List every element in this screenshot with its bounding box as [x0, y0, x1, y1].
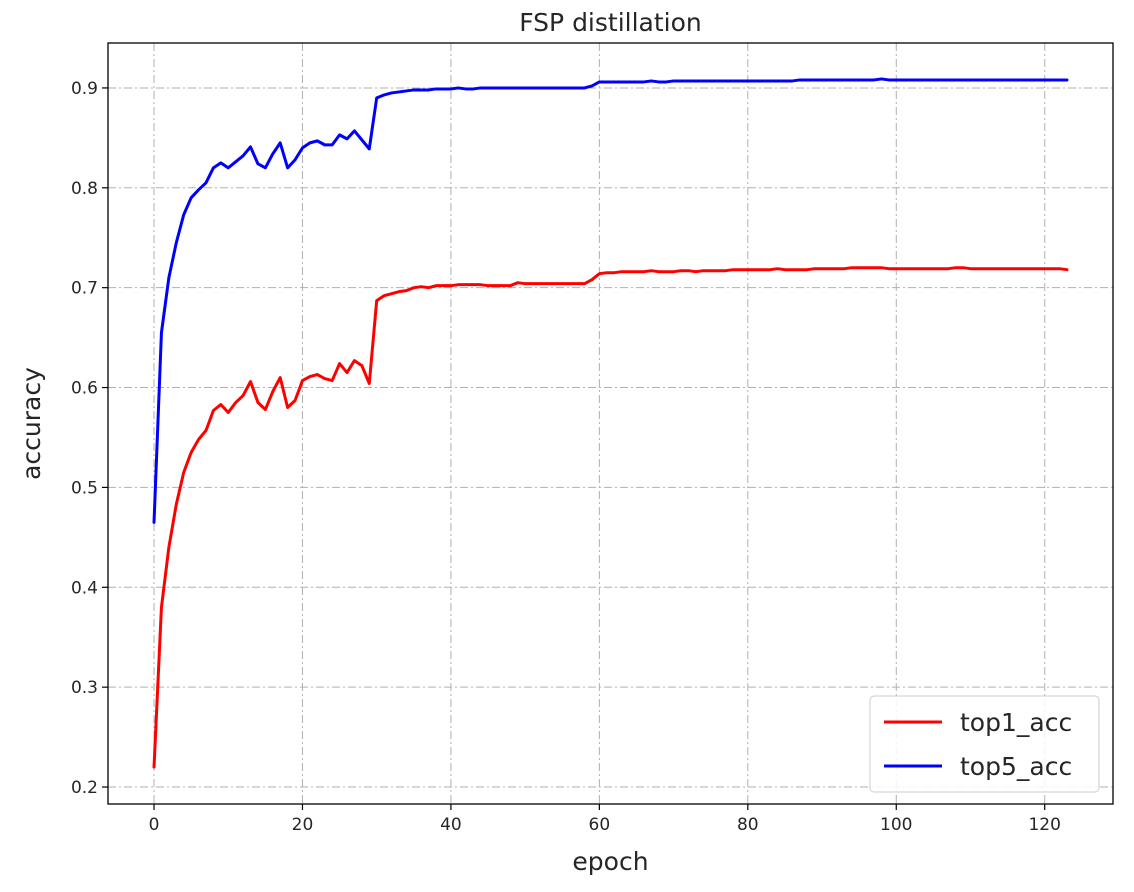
legend-label-top5: top5_acc [960, 752, 1072, 781]
y-tick-label: 0.5 [71, 478, 98, 498]
grid-lines [108, 43, 1113, 804]
x-axis-title: epoch [572, 847, 648, 876]
x-tick-label: 0 [149, 815, 160, 835]
legend: top1_acc top5_acc [869, 695, 1100, 793]
axis-ticks: 0 20 40 60 80 100 120 0.2 0.3 0.4 0.5 0.6 0.7 0.8 0.9 [71, 79, 1061, 835]
x-tick-label: 20 [292, 815, 314, 835]
y-tick-label: 0.7 [71, 279, 98, 299]
chart-title: FSP distillation [519, 8, 702, 37]
y-tick-label: 0.6 [71, 379, 98, 399]
y-axis-title: accuracy [17, 367, 46, 480]
y-tick-label: 0.8 [71, 179, 98, 199]
legend-box [869, 695, 1100, 793]
x-tick-label: 40 [440, 815, 462, 835]
series-lines [152, 77, 1069, 769]
series-line-top5_acc [152, 77, 1069, 524]
x-tick-label: 80 [737, 815, 759, 835]
series-line-top1_acc [152, 266, 1069, 769]
y-tick-label: 0.9 [71, 79, 98, 99]
y-tick-label: 0.4 [71, 578, 98, 598]
plot-area-frame [107, 42, 1114, 805]
legend-label-top1: top1_acc [960, 708, 1072, 737]
x-tick-label: 100 [880, 815, 912, 835]
y-tick-label: 0.3 [71, 678, 98, 698]
y-tick-label: 0.2 [71, 778, 98, 798]
x-tick-label: 120 [1028, 815, 1060, 835]
x-tick-label: 60 [589, 815, 611, 835]
